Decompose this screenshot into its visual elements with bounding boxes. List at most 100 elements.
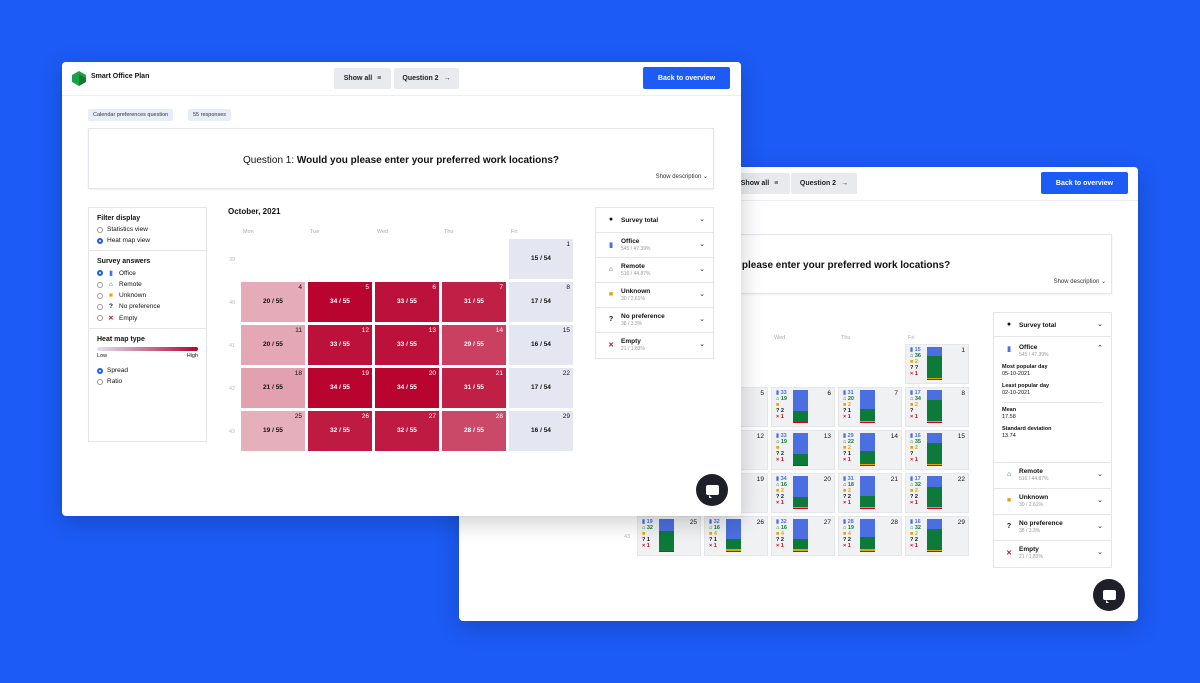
calendar-day-cell[interactable]: 13 33 / 55 [375, 325, 439, 365]
back-show-all-button[interactable]: Show all ≡ [729, 173, 790, 194]
answer-empty-radio[interactable]: ✕ Empty [97, 314, 206, 322]
ratio-radio[interactable]: Ratio [97, 378, 206, 385]
calendar-day-cell[interactable]: 11 20 / 55 [241, 325, 305, 365]
no-preference-row[interactable]: ? No preference 38 / 3.3% ⌄ [994, 515, 1111, 541]
calendar-day-cell[interactable]: 4 20 / 55 [241, 282, 305, 322]
calendar-day-cell[interactable]: 22 17 / 54 [509, 368, 573, 408]
survey-answers-title: Survey answers [97, 258, 151, 265]
unknown-icon: ■ [642, 531, 646, 537]
radio-on-icon [97, 237, 103, 244]
office-stats-row[interactable]: ▮ Office 545 / 47.39% ⌃ Most popular day… [994, 337, 1111, 463]
stacked-day-cell[interactable]: 27 ▮ 32 ⌂ 16 ■ 4? 2 × 1 [771, 516, 835, 556]
unknown-count: 4 [713, 531, 717, 537]
calendar-day-cell[interactable]: 29 16 / 54 [509, 411, 573, 451]
calendar-day-cell[interactable]: 15 16 / 54 [509, 325, 573, 365]
weekday-fri: Fri [511, 229, 518, 235]
calendar-day-cell[interactable]: 7 31 / 55 [442, 282, 506, 322]
question2-button[interactable]: Question 2 → [394, 68, 459, 89]
calendar-day-cell[interactable]: 8 17 / 54 [509, 282, 573, 322]
stacked-day-cell[interactable]: 1 ▮ 15 ⌂ 36 ■ 2? ? × 1 [905, 344, 969, 384]
stacked-day-cell[interactable]: 7 ▮ 31 ⌂ 20 ■ 2? 1 × 1 [838, 387, 902, 427]
calendar-day-cell[interactable]: 25 19 / 55 [241, 411, 305, 451]
office-count: 17 [914, 476, 921, 482]
day-number: 14 [495, 327, 503, 334]
office-icon: ▮ [642, 519, 647, 525]
heat-map-view-radio[interactable]: Heat map view [97, 237, 206, 244]
day-value: 16 / 54 [531, 341, 551, 348]
stacked-day-cell[interactable]: 21 ▮ 31 ⌂ 18 ■ 2? 2 × 1 [838, 473, 902, 513]
stacked-bar-segment [726, 551, 741, 553]
calendar-day-cell[interactable]: 14 29 / 55 [442, 325, 506, 365]
day-number: 12 [361, 327, 369, 334]
calendar-day-cell[interactable]: 21 31 / 55 [442, 368, 506, 408]
stacked-bar-segment [860, 464, 875, 466]
spread-radio[interactable]: Spread [97, 367, 206, 374]
office-row[interactable]: ▮ Office 545 / 47.39% ⌄ [596, 233, 713, 258]
answer-no-preference-radio[interactable]: ? No preference [97, 303, 206, 310]
calendar-day-cell[interactable]: 27 32 / 55 [375, 411, 439, 451]
back-question2-button[interactable]: Question 2 → [791, 173, 857, 194]
stacked-day-cell[interactable]: 6 ▮ 33 ⌂ 19 ■ ? 2 × 1 [771, 387, 835, 427]
calendar-day-cell[interactable]: 28 28 / 55 [442, 411, 506, 451]
day-number: 21 [495, 370, 503, 377]
stacked-day-cell[interactable]: 25 ▮ 19 ⌂ 32 ■ ? 1 × 1 [637, 516, 701, 556]
calendar-day-cell[interactable]: 20 34 / 55 [375, 368, 439, 408]
stacked-bar-segment [793, 465, 808, 467]
calendar-day-cell[interactable]: 19 34 / 55 [308, 368, 372, 408]
unknown-row[interactable]: ■ Unknown 30 / 2.61% ⌄ [596, 283, 713, 308]
remote-row[interactable]: ⌂ Remote 516 / 44.87% ⌄ [596, 258, 713, 283]
day-number: 26 [756, 519, 764, 526]
statistics-view-radio[interactable]: Statistics view [97, 226, 206, 233]
stacked-bar-segment [726, 548, 741, 552]
office-icon: ▮ [843, 476, 848, 482]
chat-button[interactable] [696, 474, 728, 506]
answer-unknown-radio[interactable]: ■ Unknown [97, 292, 206, 299]
back-overview-button[interactable]: Back to overview [1041, 172, 1128, 194]
survey-total-row[interactable]: ● Survey total ⌄ [596, 208, 713, 233]
empty-icon: × [910, 500, 915, 506]
remote-row[interactable]: ⌂ Remote 516 / 44.87% ⌄ [994, 463, 1111, 489]
calendar-day-cell[interactable]: 5 34 / 55 [308, 282, 372, 322]
empty-count: 1 [847, 543, 851, 549]
chat-button[interactable] [1093, 579, 1125, 611]
stacked-day-cell[interactable]: 28 ▮ 28 ⌂ 19 ■ 4? 2 × 1 [838, 516, 902, 556]
nopref-icon: ? [910, 365, 915, 371]
speech-bubble-icon: ● [1006, 321, 1012, 328]
radio-off-icon [97, 378, 103, 385]
stacked-day-cell[interactable]: 13 ▮ 33 ⌂ 19 ■ ? 2 × 1 [771, 430, 835, 470]
calendar-day-cell[interactable]: 18 21 / 55 [241, 368, 305, 408]
empty-row[interactable]: ✕ Empty 21 / 1.83% ⌄ [1006, 546, 1103, 560]
question2-label: Question 2 [402, 75, 439, 82]
empty-count: 1 [780, 457, 784, 463]
office-count: 19 [646, 519, 653, 525]
unknown-icon: ■ [843, 488, 848, 494]
stacked-day-cell[interactable]: 29 ▮ 16 ⌂ 32 ■ 2? 2 × 1 [905, 516, 969, 556]
remote-icon: ⌂ [843, 439, 848, 445]
empty-row[interactable]: ✕ Empty 21 / 1.83% ⌄ [608, 338, 705, 352]
stacked-day-cell[interactable]: 14 ▮ 29 ⌂ 22 ■ 2? 1 × 1 [838, 430, 902, 470]
show-description-toggle[interactable]: Show description ⌄ [655, 174, 708, 180]
office-icon: ▮ [910, 390, 915, 396]
calendar-day-cell[interactable]: 12 33 / 55 [308, 325, 372, 365]
day-number: 25 [294, 413, 302, 420]
stacked-day-cell[interactable]: 22 ▮ 17 ⌂ 32 ■ 2? 2 × 1 [905, 473, 969, 513]
calendar-day-cell[interactable]: 1 15 / 54 [509, 239, 573, 279]
answer-office-radio[interactable]: ▮ Office [97, 269, 206, 277]
stacked-day-cell[interactable]: 8 ▮ 17 ⌂ 34 ■ 2? × 1 [905, 387, 969, 427]
stacked-day-cell[interactable]: 15 ▮ 16 ⌂ 35 ■ 2? × 1 [905, 430, 969, 470]
unknown-icon: ■ [776, 402, 780, 408]
weekday-tue: Tue [310, 229, 320, 235]
unknown-row[interactable]: ■ Unknown 30 / 2.61% ⌄ [994, 489, 1111, 515]
back-to-overview-button[interactable]: Back to overview [643, 67, 730, 89]
day-value: 17 / 54 [531, 384, 551, 391]
answer-remote-radio[interactable]: ⌂ Remote [97, 281, 206, 288]
show-all-button[interactable]: Show all ≡ [334, 68, 391, 89]
back-show-description[interactable]: Show description ⌄ [1053, 279, 1106, 285]
no-preference-row[interactable]: ? No preference 38 / 3.3% ⌄ [596, 308, 713, 333]
stacked-day-cell[interactable]: 20 ▮ 34 ⌂ 16 ■ 2? 2 × 1 [771, 473, 835, 513]
calendar-day-cell[interactable]: 26 32 / 55 [308, 411, 372, 451]
calendar-day-cell[interactable]: 6 33 / 55 [375, 282, 439, 322]
back-window: Show all ≡ Question 2 → Back to overview… [459, 167, 1138, 621]
stacked-day-cell[interactable]: 26 ▮ 32 ⌂ 16 ■ 4? 1 × 1 [704, 516, 768, 556]
survey-total-row[interactable]: ● Survey total ⌄ [994, 313, 1111, 337]
